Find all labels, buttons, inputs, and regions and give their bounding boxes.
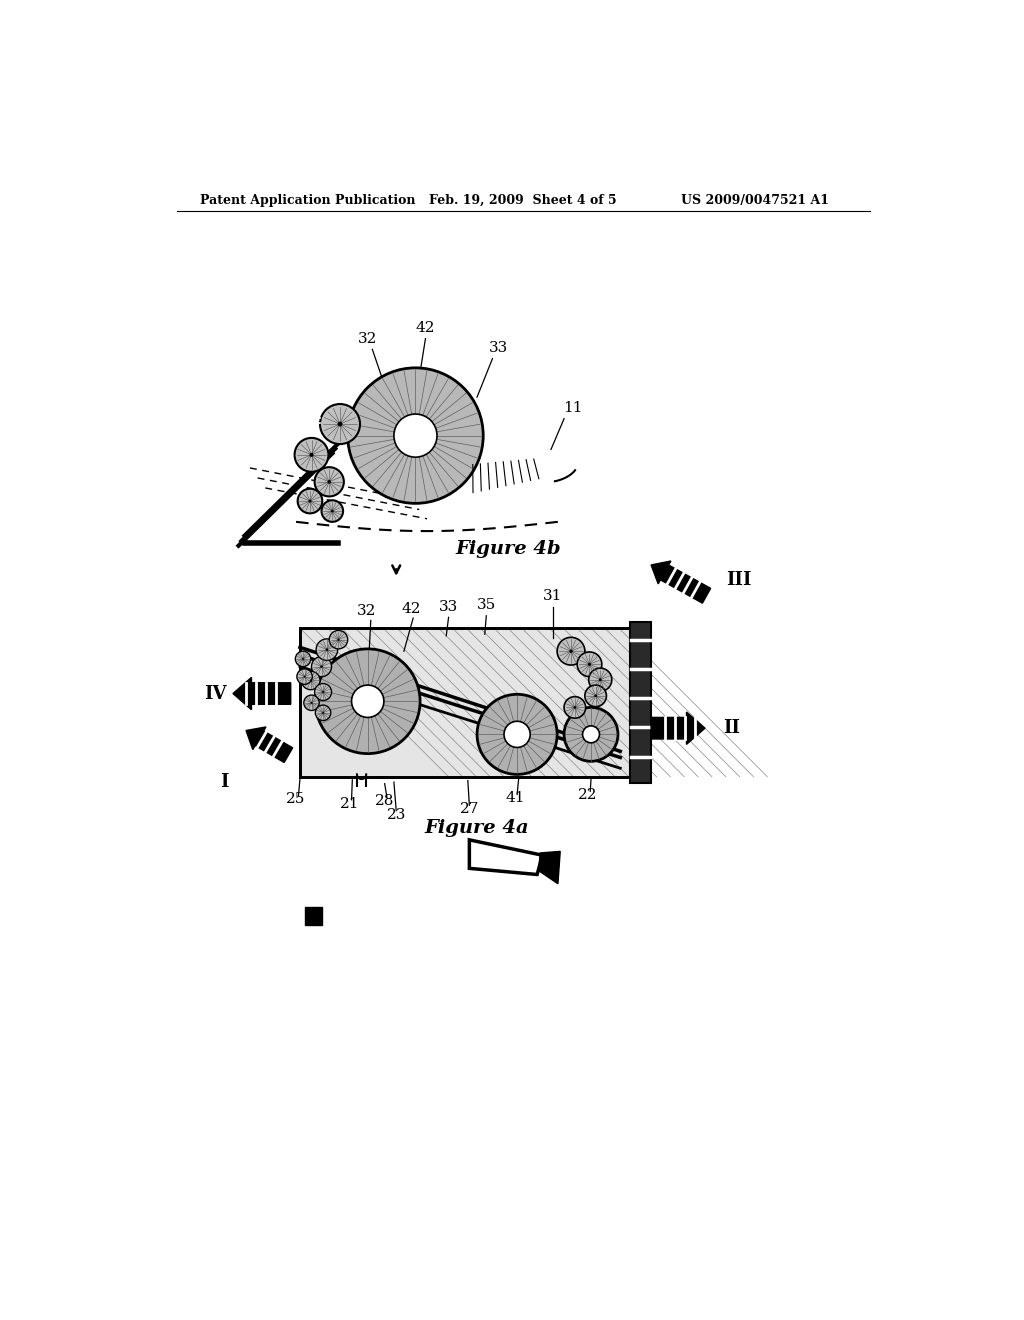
Circle shape xyxy=(594,694,597,697)
Text: 25: 25 xyxy=(287,792,306,807)
Text: Feb. 19, 2009  Sheet 4 of 5: Feb. 19, 2009 Sheet 4 of 5 xyxy=(429,194,616,207)
Circle shape xyxy=(585,685,606,706)
Circle shape xyxy=(394,414,437,457)
Bar xyxy=(300,628,630,776)
Text: 31: 31 xyxy=(543,589,562,603)
Text: III: III xyxy=(726,572,752,589)
Text: 32: 32 xyxy=(357,605,377,618)
Text: Figure 4a: Figure 4a xyxy=(425,818,529,837)
Circle shape xyxy=(316,639,338,660)
Circle shape xyxy=(578,652,602,677)
Circle shape xyxy=(310,702,312,704)
Circle shape xyxy=(573,706,577,709)
Text: 33: 33 xyxy=(489,342,508,355)
Circle shape xyxy=(311,656,332,677)
FancyArrow shape xyxy=(246,727,293,763)
Circle shape xyxy=(301,671,319,689)
Polygon shape xyxy=(539,851,560,884)
Circle shape xyxy=(348,368,483,503)
FancyArrow shape xyxy=(651,711,705,744)
Circle shape xyxy=(331,510,334,512)
Bar xyxy=(300,628,630,776)
Text: 42: 42 xyxy=(416,321,435,335)
Circle shape xyxy=(322,690,324,693)
Text: 33: 33 xyxy=(439,601,458,614)
FancyArrow shape xyxy=(651,561,711,603)
Circle shape xyxy=(298,488,323,513)
Circle shape xyxy=(304,676,305,677)
Polygon shape xyxy=(469,840,543,875)
Circle shape xyxy=(477,694,557,775)
Circle shape xyxy=(557,638,585,665)
Text: 28: 28 xyxy=(375,795,394,808)
Circle shape xyxy=(315,705,331,721)
Circle shape xyxy=(351,685,384,718)
Circle shape xyxy=(314,684,332,701)
Circle shape xyxy=(338,421,342,426)
Text: 22: 22 xyxy=(579,788,598,803)
Circle shape xyxy=(321,665,323,668)
Text: Patent Application Publication: Patent Application Publication xyxy=(200,194,416,207)
Circle shape xyxy=(323,711,324,714)
Text: I: I xyxy=(220,774,228,791)
Text: II: II xyxy=(723,719,739,737)
Circle shape xyxy=(322,500,343,521)
Circle shape xyxy=(504,721,530,747)
Text: 27: 27 xyxy=(460,803,479,816)
Circle shape xyxy=(309,453,313,457)
Circle shape xyxy=(588,663,591,665)
Text: 41: 41 xyxy=(506,791,525,805)
Circle shape xyxy=(589,668,611,692)
Circle shape xyxy=(304,696,319,710)
Bar xyxy=(630,622,651,783)
Circle shape xyxy=(328,480,331,483)
Circle shape xyxy=(295,651,310,667)
Circle shape xyxy=(564,697,586,718)
Text: 23: 23 xyxy=(386,808,406,822)
Text: Figure 4b: Figure 4b xyxy=(455,540,561,558)
Text: IV: IV xyxy=(204,685,226,702)
Circle shape xyxy=(314,467,344,496)
Circle shape xyxy=(309,680,312,681)
Polygon shape xyxy=(304,907,322,924)
Text: 32: 32 xyxy=(358,333,378,346)
Circle shape xyxy=(569,649,572,653)
Circle shape xyxy=(319,404,360,444)
Circle shape xyxy=(295,438,329,471)
Circle shape xyxy=(330,631,348,649)
Circle shape xyxy=(583,726,599,743)
Circle shape xyxy=(337,639,340,640)
Text: 42: 42 xyxy=(401,602,421,615)
Text: 35: 35 xyxy=(477,598,496,612)
FancyArrow shape xyxy=(233,677,291,710)
Text: 21: 21 xyxy=(340,796,359,810)
Circle shape xyxy=(326,648,329,651)
Circle shape xyxy=(315,649,420,754)
Circle shape xyxy=(564,708,617,762)
Circle shape xyxy=(297,669,312,684)
Circle shape xyxy=(302,657,304,660)
Text: 11: 11 xyxy=(563,401,583,416)
Circle shape xyxy=(599,678,602,681)
Text: US 2009/0047521 A1: US 2009/0047521 A1 xyxy=(681,194,829,207)
Circle shape xyxy=(308,499,311,503)
